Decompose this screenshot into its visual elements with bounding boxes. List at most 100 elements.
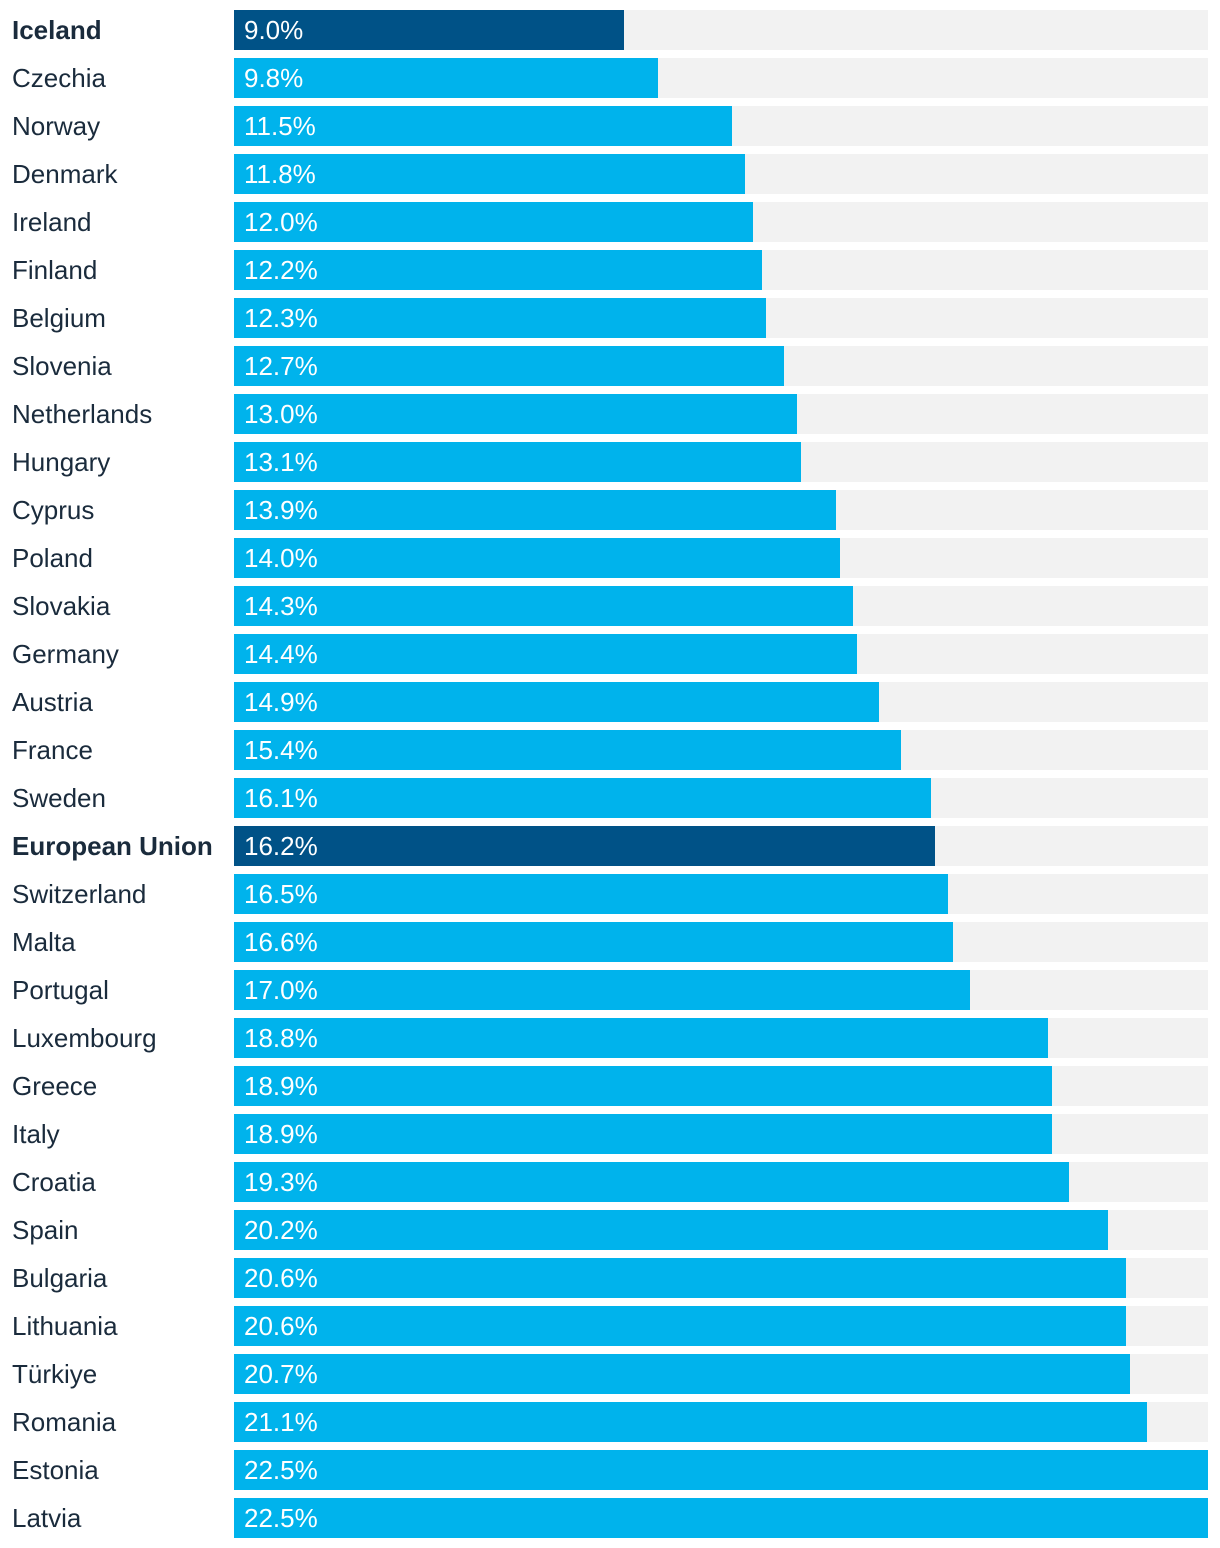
category-label: Slovenia (12, 351, 112, 381)
value-label: 22.5% (244, 1503, 318, 1533)
bar-track: 20.6% (234, 1306, 1208, 1346)
bar-row: Germany 14.4% (0, 634, 1220, 674)
category-label: Cyprus (12, 495, 95, 525)
value-label: 9.0% (244, 15, 304, 45)
bar-row: Poland 14.0% (0, 538, 1220, 578)
bar-track: 20.6% (234, 1258, 1208, 1298)
bar-track: 9.0% (234, 10, 1208, 50)
bar: 12.0% (234, 202, 753, 242)
bar-row: Slovenia 12.7% (0, 346, 1220, 386)
category-label: Czechia (12, 63, 106, 93)
bar-track: 9.8% (234, 58, 1208, 98)
value-label: 9.8% (244, 63, 304, 93)
bar-track: 20.2% (234, 1210, 1208, 1250)
bar: 18.9% (234, 1114, 1052, 1154)
bar-track: 13.1% (234, 442, 1208, 482)
value-label: 16.1% (244, 783, 318, 813)
bar-track: 12.0% (234, 202, 1208, 242)
bar: 21.1% (234, 1402, 1147, 1442)
category-label: Sweden (12, 783, 106, 813)
value-label: 20.7% (244, 1359, 318, 1389)
category-label: Hungary (12, 447, 111, 477)
bar-row: Belgium 12.3% (0, 298, 1220, 338)
bar-track: 12.2% (234, 250, 1208, 290)
bar-track: 15.4% (234, 730, 1208, 770)
bar: 14.3% (234, 586, 853, 626)
value-label: 20.6% (244, 1263, 318, 1293)
bar: 12.2% (234, 250, 762, 290)
value-label: 19.3% (244, 1167, 318, 1197)
category-label: Switzerland (12, 879, 147, 909)
value-label: 15.4% (244, 735, 318, 765)
bar: 14.4% (234, 634, 857, 674)
value-label: 14.0% (244, 543, 318, 573)
bar-track: 16.5% (234, 874, 1208, 914)
bar-row: Cyprus 13.9% (0, 490, 1220, 530)
category-label: Iceland (12, 15, 102, 45)
bar-row: Bulgaria 20.6% (0, 1258, 1220, 1298)
bar: 14.0% (234, 538, 840, 578)
bar-track: 16.1% (234, 778, 1208, 818)
bar-row: France 15.4% (0, 730, 1220, 770)
bar: 20.7% (234, 1354, 1130, 1394)
bar: 11.5% (234, 106, 732, 146)
value-label: 13.0% (244, 399, 318, 429)
bar-row: Iceland 9.0% (0, 10, 1220, 50)
bar-track: 14.9% (234, 682, 1208, 722)
category-label: Spain (12, 1215, 79, 1245)
bar-row: Italy 18.9% (0, 1114, 1220, 1154)
value-label: 12.7% (244, 351, 318, 381)
category-label: Slovakia (12, 591, 111, 621)
bar-row: Luxembourg 18.8% (0, 1018, 1220, 1058)
value-label: 11.5% (244, 111, 316, 141)
bar: 16.5% (234, 874, 948, 914)
value-label: 11.8% (244, 159, 316, 189)
bar: 17.0% (234, 970, 970, 1010)
category-label: Romania (12, 1407, 117, 1437)
value-label: 16.5% (244, 879, 318, 909)
bar: 20.2% (234, 1210, 1108, 1250)
bar-row: Netherlands 13.0% (0, 394, 1220, 434)
value-label: 12.2% (244, 255, 318, 285)
category-label: Italy (12, 1119, 60, 1149)
category-label: European Union (12, 831, 213, 861)
category-label: Croatia (12, 1167, 96, 1197)
value-label: 13.9% (244, 495, 318, 525)
value-label: 17.0% (244, 975, 318, 1005)
bar-row: Hungary 13.1% (0, 442, 1220, 482)
bar-track: 14.0% (234, 538, 1208, 578)
bar: 9.8% (234, 58, 658, 98)
category-label: Lithuania (12, 1311, 118, 1341)
bar: 11.8% (234, 154, 745, 194)
category-label: Austria (12, 687, 93, 717)
bar: 22.5% (234, 1498, 1208, 1538)
bar-row: European Union 16.2% (0, 826, 1220, 866)
value-label: 14.3% (244, 591, 318, 621)
bar: 19.3% (234, 1162, 1069, 1202)
bar-track: 16.6% (234, 922, 1208, 962)
bar-row: Slovakia 14.3% (0, 586, 1220, 626)
category-label: Denmark (12, 159, 118, 189)
category-label: Estonia (12, 1455, 99, 1485)
value-label: 20.6% (244, 1311, 318, 1341)
bar: 16.1% (234, 778, 931, 818)
value-label: 21.1% (244, 1407, 318, 1437)
bar-row: Greece 18.9% (0, 1066, 1220, 1106)
bar-track: 16.2% (234, 826, 1208, 866)
bar: 13.1% (234, 442, 801, 482)
bar-row: Lithuania 20.6% (0, 1306, 1220, 1346)
value-label: 14.4% (244, 639, 318, 669)
bar-track: 18.8% (234, 1018, 1208, 1058)
category-label: Poland (12, 543, 93, 573)
bar-track: 12.3% (234, 298, 1208, 338)
category-label: Portugal (12, 975, 109, 1005)
bar-track: 14.4% (234, 634, 1208, 674)
bar-track: 22.5% (234, 1498, 1208, 1538)
bar: 20.6% (234, 1258, 1126, 1298)
category-label: France (12, 735, 93, 765)
bar: 20.6% (234, 1306, 1126, 1346)
bar-row: Finland 12.2% (0, 250, 1220, 290)
bar: 22.5% (234, 1450, 1208, 1490)
value-label: 16.2% (244, 831, 318, 861)
